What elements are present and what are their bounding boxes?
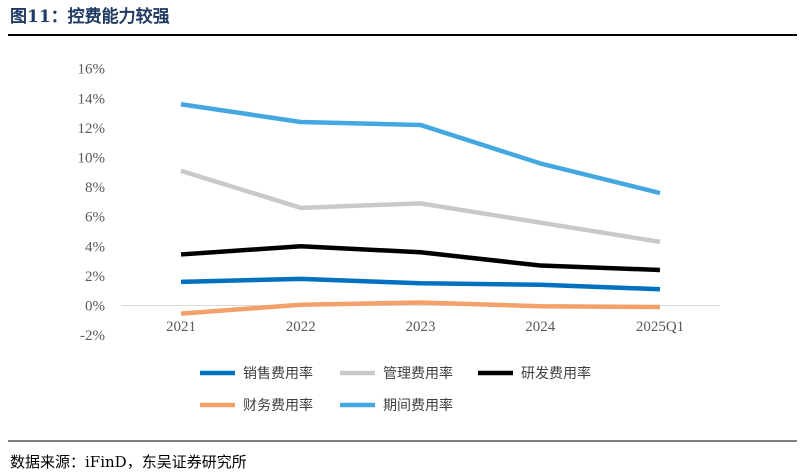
y-tick-label: 10%: [78, 151, 106, 167]
x-tick-label: 2025Q1: [636, 319, 684, 335]
y-tick-label: -2%: [80, 328, 105, 344]
y-tick-label: 16%: [78, 62, 106, 78]
legend-label: 期间费用率: [383, 397, 453, 414]
series-line: [180, 168, 661, 245]
legend-item: 研发费用率: [478, 365, 591, 382]
x-tick-label: 2021: [166, 319, 196, 335]
legend-item: 期间费用率: [340, 397, 453, 414]
series-line: [180, 300, 661, 316]
y-tick-label: 14%: [78, 91, 106, 107]
y-tick-label: 0%: [85, 299, 105, 315]
y-tick-label: 4%: [85, 239, 105, 255]
legend-item: 销售费用率: [200, 365, 313, 382]
y-tick-label: 12%: [78, 121, 106, 137]
y-tick-label: 6%: [85, 210, 105, 226]
y-tick-label: 8%: [85, 180, 105, 196]
series-line: [180, 276, 661, 292]
x-tick-label: 2024: [525, 319, 556, 335]
source-note: 数据来源：iFinD，东吴证券研究所: [10, 453, 247, 471]
legend-label: 管理费用率: [383, 365, 453, 382]
legend-label: 研发费用率: [521, 365, 591, 382]
x-tick-label: 2022: [286, 319, 316, 335]
legend-label: 财务费用率: [243, 397, 313, 414]
series-line: [180, 244, 661, 273]
legend-item: 管理费用率: [340, 365, 453, 382]
figure-title: 图11：控费能力较强: [10, 6, 170, 27]
y-tick-label: 2%: [85, 269, 105, 285]
series-line: [180, 101, 661, 196]
legend-label: 销售费用率: [243, 365, 313, 382]
x-tick-label: 2023: [406, 319, 436, 335]
legend-item: 财务费用率: [200, 397, 313, 414]
